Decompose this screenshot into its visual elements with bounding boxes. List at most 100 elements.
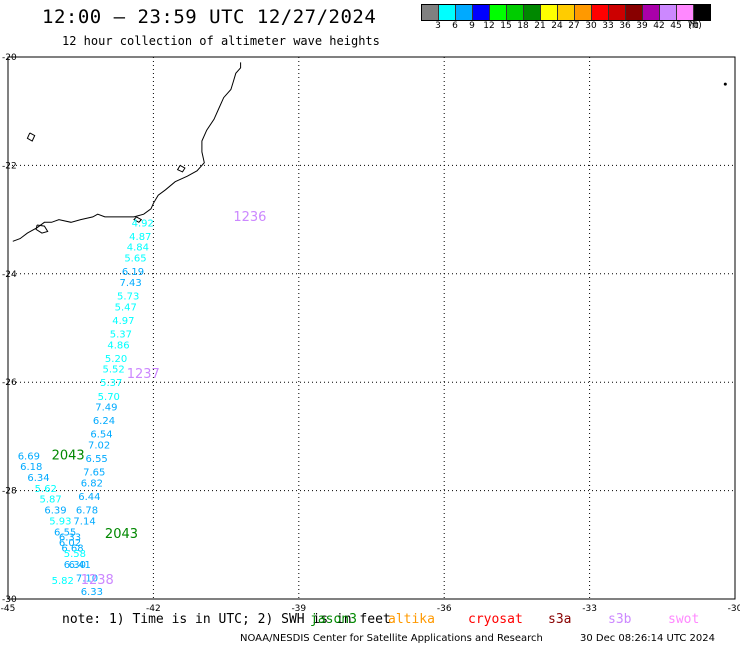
swh-label: 4.92 — [132, 218, 154, 229]
map-title: 12:00 — 23:59 UTC 12/27/2024 — [42, 6, 377, 28]
swh-label: 5.73 — [117, 291, 139, 302]
swh-label: 6.02 — [59, 538, 81, 549]
x-tick-label: -33 — [582, 604, 597, 614]
swh-label: 7.14 — [73, 516, 95, 527]
swh-label: 5.20 — [105, 354, 127, 365]
legend-entry-cryosat: cryosat — [468, 612, 523, 627]
colorbar-swatch — [660, 5, 677, 20]
swh-label: 6.44 — [78, 492, 100, 503]
legend-entry-s3b: s3b — [608, 612, 632, 627]
x-tick-label: -45 — [1, 604, 16, 614]
colorbar-label: 6 — [452, 21, 458, 31]
y-tick-label: -20 — [2, 53, 17, 63]
swh-label: 5.87 — [40, 495, 62, 506]
coastline — [12, 62, 242, 242]
pass-time-label: 2043 — [52, 448, 85, 463]
swh-label: 6.33 — [81, 587, 103, 598]
colorbar-swatch — [694, 5, 710, 20]
pass-time-label: 1236 — [233, 210, 266, 225]
swh-label: 6.41 — [69, 560, 91, 571]
swh-label: 7.49 — [95, 403, 117, 414]
y-tick-label: -28 — [2, 487, 17, 497]
swh-label: 5.37 — [100, 378, 122, 389]
colorbar-swatch — [507, 5, 524, 20]
swh-label: 6.54 — [90, 430, 112, 441]
swh-label: 6.19 — [122, 267, 144, 278]
colorbar-swatch — [541, 5, 558, 20]
colorbar-label: 21 — [534, 21, 546, 31]
swh-label: 6.30 — [64, 560, 86, 571]
y-tick-label: -30 — [2, 595, 17, 605]
swh-label: 5.70 — [98, 392, 120, 403]
swh-label: 7.02 — [88, 441, 110, 452]
colorbar-label: 33 — [602, 21, 614, 31]
colorbar-swatch — [609, 5, 626, 20]
colorbar-label: 36 — [619, 21, 631, 31]
swh-label: 6.55 — [54, 527, 76, 538]
island-outline — [26, 132, 36, 142]
colorbar-swatch — [558, 5, 575, 20]
swh-label: 6.55 — [86, 454, 108, 465]
swh-label: 6.33 — [59, 533, 81, 544]
colorbar-label: 45 — [670, 21, 682, 31]
colorbar-swatch — [643, 5, 660, 20]
colorbar-label: 24 — [551, 21, 563, 31]
legend-entry-swot: swot — [668, 612, 700, 627]
colorbar-label: 39 — [636, 21, 648, 31]
units-note: note: 1) Time is in UTC; 2) SWH is in fe… — [62, 612, 391, 627]
swh-label: 5.52 — [103, 365, 125, 376]
map-marker — [723, 82, 727, 86]
swh-label: 6.18 — [20, 462, 42, 473]
colorbar-label: 27 — [568, 21, 580, 31]
colorbar-labels: 3 6 9 12 15 18 21 24 27 30 33 36 39 42 45 70 (ft) — [421, 21, 740, 33]
island-outline — [133, 216, 143, 223]
colorbar-label: 3 — [435, 21, 441, 31]
colorbar-swatch — [592, 5, 609, 20]
colorbar-label: 12 — [483, 21, 495, 31]
colorbar-swatch — [490, 5, 507, 20]
colorbar-label: 70 — [687, 21, 699, 31]
swh-label: 6.24 — [93, 416, 115, 427]
swh-label: 4.86 — [107, 340, 129, 351]
swh-label: 6.82 — [81, 478, 103, 489]
wave-height-colorbar — [421, 4, 711, 21]
swh-label: 5.65 — [124, 254, 146, 265]
colorbar-swatch — [575, 5, 592, 20]
swh-label: 6.68 — [61, 544, 83, 555]
legend-entry-s3a: s3a — [548, 612, 572, 627]
colorbar-label: 30 — [585, 21, 597, 31]
colorbar-label: 18 — [517, 21, 529, 31]
island-outline — [176, 164, 186, 173]
plot-frame — [7, 56, 736, 600]
swh-label: 5.47 — [115, 302, 137, 313]
credit-text: NOAA/NESDIS Center for Satellite Applica… — [240, 633, 543, 644]
swh-label: 5.62 — [35, 484, 57, 495]
swh-label: 4.87 — [129, 232, 151, 243]
swh-label: 7.43 — [119, 278, 141, 289]
colorbar-label: 42 — [653, 21, 665, 31]
island-outline — [35, 224, 49, 234]
swh-label: 5.58 — [64, 549, 86, 560]
swh-label: 5.93 — [49, 516, 71, 527]
colorbar-swatch — [626, 5, 643, 20]
swh-label: 5.37 — [110, 329, 132, 340]
pass-time-label: 2043 — [105, 527, 138, 542]
legend-entry-altika: altika — [388, 612, 435, 627]
map-subtitle: 12 hour collection of altimeter wave hei… — [62, 34, 380, 48]
x-tick-label: -42 — [146, 604, 161, 614]
y-tick-label: -24 — [2, 270, 17, 280]
pass-time-label: 1237 — [127, 367, 160, 382]
legend-entry-jason3: jason3 — [310, 612, 357, 627]
swh-label: 6.39 — [44, 506, 66, 517]
swh-label: 5.82 — [52, 576, 74, 587]
x-tick-label: -39 — [291, 604, 306, 614]
swh-label: 4.84 — [127, 243, 149, 254]
x-tick-label: -30 — [728, 604, 740, 614]
swh-label: 6.78 — [76, 506, 98, 517]
swh-label: 7.10 — [76, 573, 98, 584]
swh-label: 4.97 — [112, 316, 134, 327]
colorbar-swatch — [422, 5, 439, 20]
colorbar-label: 9 — [469, 21, 475, 31]
swh-label: 6.69 — [18, 451, 40, 462]
